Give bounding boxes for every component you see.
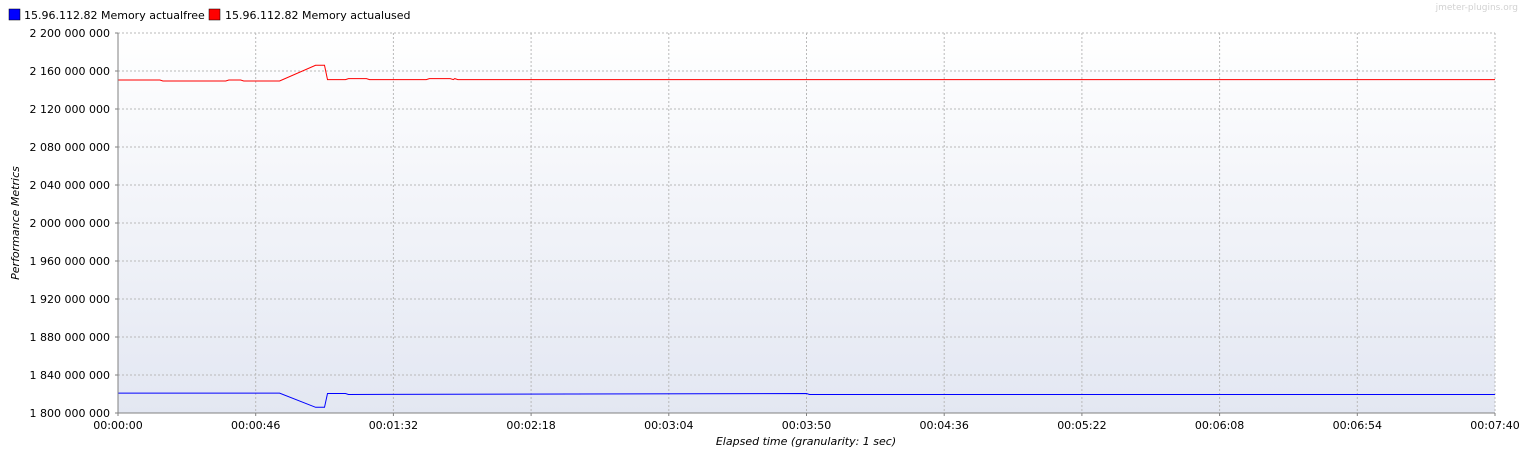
x-tick-label: 00:06:08 (1195, 419, 1244, 432)
legend-item-actualused: 15.96.112.82 Memory actualused (208, 8, 411, 22)
x-tick-label: 00:00:00 (93, 419, 142, 432)
legend-item-actualfree: 15.96.112.82 Memory actualfree (8, 8, 205, 22)
axes: 1 800 000 000 1 840 000 000 1 880 000 000 1… (30, 27, 1520, 432)
y-tick-label: 1 920 000 000 (30, 293, 110, 306)
watermark-text: jmeter-plugins.org (1435, 3, 1518, 13)
y-tick-label: 2 160 000 000 (30, 65, 110, 78)
x-tick-label: 00:00:46 (231, 419, 280, 432)
x-axis-title: Elapsed time (granularity: 1 sec) (716, 435, 896, 448)
legend: 15.96.112.82 Memory actualfree 15.96.112… (8, 8, 411, 22)
x-tick-label: 00:07:40 (1470, 419, 1519, 432)
x-tick-label: 00:06:54 (1333, 419, 1382, 432)
series-line-0 (118, 392, 1495, 408)
y-tick-label: 1 840 000 000 (30, 369, 110, 382)
y-tick-label: 2 080 000 000 (30, 141, 110, 154)
series-line-1 (118, 64, 1495, 82)
y-tick-label: 2 000 000 000 (30, 217, 110, 230)
y-tick-label: 1 800 000 000 (30, 407, 110, 420)
y-tick-label: 2 040 000 000 (30, 179, 110, 192)
x-tick-label: 00:01:32 (369, 419, 418, 432)
legend-swatch-actualfree (8, 8, 21, 21)
x-tick-label: 00:04:36 (919, 419, 968, 432)
grid (117, 32, 1496, 414)
x-tick-label: 00:05:22 (1057, 419, 1106, 432)
x-tick-label: 00:02:18 (506, 419, 555, 432)
legend-label-actualused: 15.96.112.82 Memory actualused (225, 9, 411, 22)
x-tick-label: 00:03:50 (782, 419, 831, 432)
series-layer (118, 64, 1495, 408)
y-tick-label: 1 880 000 000 (30, 331, 110, 344)
y-tick-label: 2 200 000 000 (30, 27, 110, 40)
y-axis-title: Performance Metrics (9, 166, 22, 280)
y-tick-label: 1 960 000 000 (30, 255, 110, 268)
y-tick-label: 2 120 000 000 (30, 103, 110, 116)
x-tick-label: 00:03:04 (644, 419, 693, 432)
legend-swatch-actualused (208, 8, 221, 21)
legend-label-actualfree: 15.96.112.82 Memory actualfree (24, 9, 205, 22)
